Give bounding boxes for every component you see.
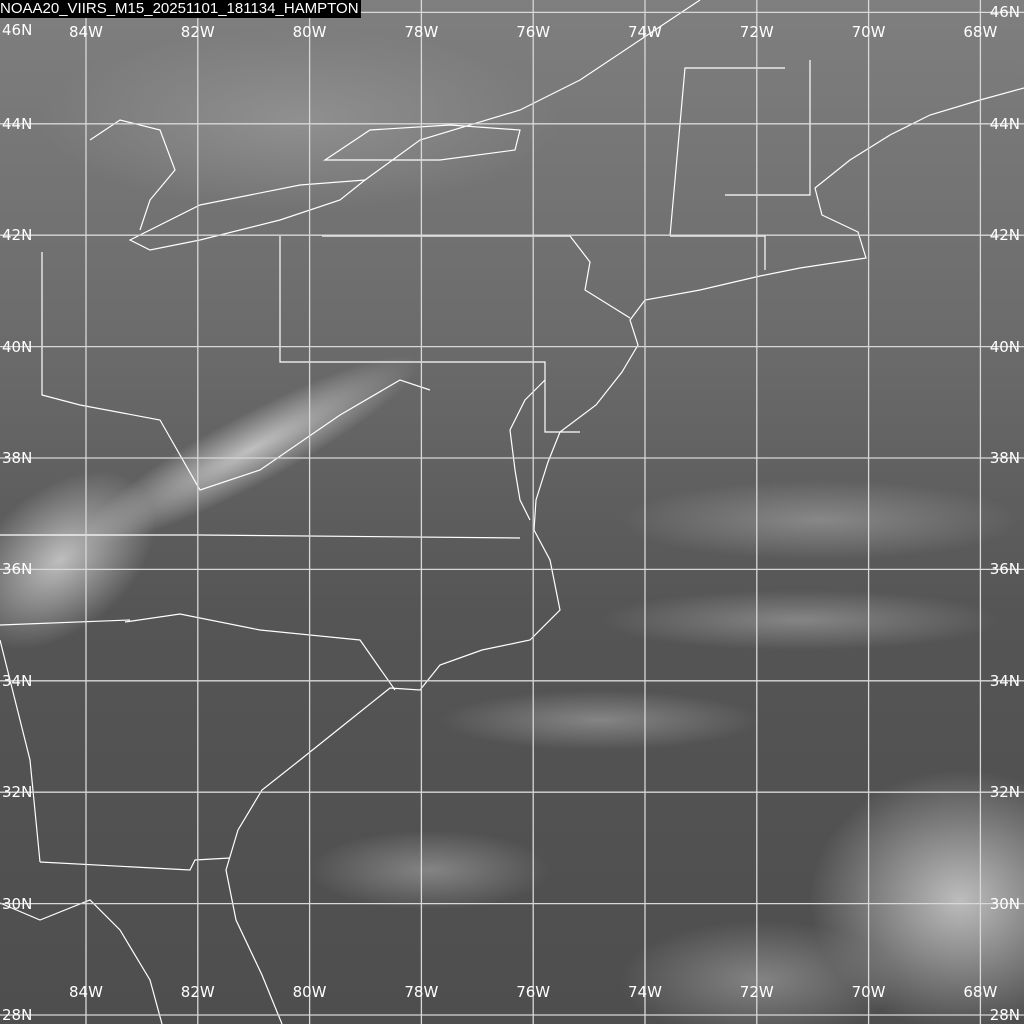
latitude-label-left: 36N	[2, 560, 33, 579]
latitude-label-right: 38N	[989, 449, 1020, 467]
latitude-label-right: 30N	[989, 894, 1020, 913]
latitude-label-left: 46N	[2, 21, 33, 39]
longitude-label-top: 76W	[516, 23, 551, 41]
longitude-label-top: 80W	[292, 23, 327, 41]
longitude-label-bottom: 84W	[69, 983, 103, 1001]
latitude-label-left: 42N	[2, 226, 33, 245]
latitude-label-right: 42N	[989, 226, 1020, 245]
lake-erie	[128, 179, 367, 251]
latitude-label-right: 36N	[989, 560, 1020, 579]
latitude-label-right: 34N	[989, 671, 1020, 690]
latitude-label-left: 28N	[2, 1006, 33, 1024]
latitude-label-left: 32N	[2, 783, 33, 802]
longitude-label-bottom: 70W	[851, 983, 886, 1001]
longitude-label-bottom: 72W	[739, 983, 774, 1001]
latitude-label-right: 46N	[989, 3, 1020, 22]
longitude-label-top: 74W	[628, 23, 662, 41]
lake-ontario	[323, 124, 521, 161]
longitude-label-top: 70W	[851, 23, 886, 41]
image-title: NOAA20_VIIRS_M15_20251101_181134_HAMPTON	[0, 0, 361, 18]
longitude-label-bottom: 78W	[404, 983, 439, 1001]
state-border-ohio	[41, 252, 431, 491]
longitude-label-bottom: 76W	[516, 983, 551, 1001]
longitude-label-top: 72W	[739, 23, 774, 41]
gulf-coastline	[0, 899, 163, 1024]
state-border-pa-south	[279, 236, 580, 433]
longitude-label-bottom: 80W	[292, 983, 327, 1001]
latitude-label-right: 44N	[989, 114, 1020, 133]
longitude-label-top: 78W	[404, 23, 439, 41]
longitude-label-bottom: 82W	[180, 983, 215, 1001]
state-border-nc-va	[0, 534, 521, 539]
great-lakes-outline	[364, 0, 701, 181]
latitude-label-right: 32N	[989, 783, 1020, 802]
cloud-features	[0, 30, 1024, 1024]
latitude-label-right: 28N	[989, 1006, 1020, 1024]
latitude-label-left: 30N	[2, 894, 33, 913]
latitude-label-left: 40N	[2, 337, 33, 356]
longitude-label-top: 68W	[963, 23, 998, 41]
longitude-label-bottom: 74W	[628, 983, 662, 1001]
latitude-label-left: 38N	[2, 449, 33, 467]
state-border-west	[0, 619, 131, 863]
state-border-ny-pa	[322, 235, 631, 319]
state-border-ga-fl	[39, 857, 231, 871]
state-border-sc	[124, 613, 396, 691]
east-coastline	[225, 87, 1024, 1024]
longitude-label-bottom: 68W	[963, 983, 998, 1001]
chesapeake-bay	[509, 379, 546, 521]
latitude-label-left: 34N	[2, 671, 33, 690]
longitude-label-top: 82W	[180, 23, 215, 41]
state-border-new-england	[669, 60, 811, 270]
longitude-label-top: 84W	[69, 23, 103, 41]
latitude-label-right: 40N	[989, 337, 1020, 356]
latitude-label-left: 44N	[2, 114, 33, 133]
